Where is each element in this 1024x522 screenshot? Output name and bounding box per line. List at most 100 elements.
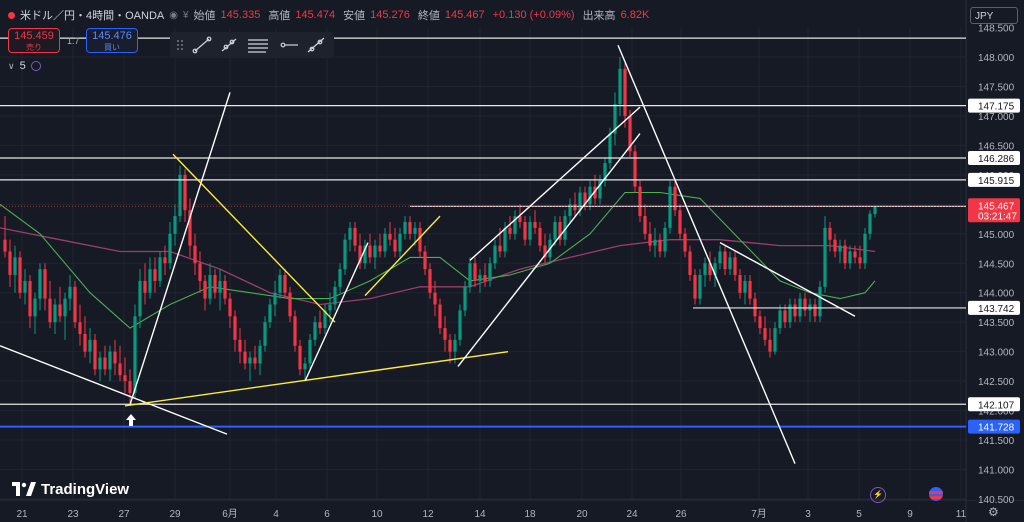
trend-line bbox=[172, 153, 336, 323]
candle bbox=[313, 316, 317, 346]
candle-body bbox=[873, 206, 877, 215]
flag-icon[interactable] bbox=[929, 487, 943, 501]
trend-line-tool-icon[interactable] bbox=[192, 36, 212, 54]
parallel-channel-tool-icon[interactable] bbox=[248, 39, 268, 53]
time-axis[interactable]: 21 23 27 29 6月 4 6 10 12 14 18 20 24 26 7月 3 5 9 11 bbox=[16, 508, 966, 520]
candle bbox=[678, 204, 682, 240]
gear-icon[interactable]: ⚙ bbox=[988, 505, 999, 519]
price-tick-label: 142.500 bbox=[978, 377, 1015, 388]
symbol-flag-icon bbox=[8, 11, 15, 19]
candle-body bbox=[313, 322, 317, 340]
price-label-text: 147.175 bbox=[978, 102, 1015, 113]
horizontal-ray-tool-icon[interactable] bbox=[280, 42, 298, 48]
indicator-circle-icon[interactable] bbox=[30, 61, 41, 71]
candle-body bbox=[303, 363, 307, 370]
candle bbox=[103, 345, 107, 376]
buy-button[interactable]: 145.476 買い bbox=[86, 28, 138, 53]
candle-body bbox=[103, 357, 107, 370]
symbol-name[interactable]: 米ドル／円・4時間・OANDA bbox=[20, 10, 165, 22]
tradingview-logo-icon bbox=[12, 482, 36, 496]
candle-body bbox=[433, 292, 437, 305]
price-label-badge bbox=[968, 151, 1020, 166]
open-label: 始値 bbox=[193, 10, 216, 22]
candle-body bbox=[528, 222, 532, 240]
trend-line bbox=[364, 215, 441, 297]
candle bbox=[818, 280, 822, 323]
price-tick-label: 142.000 bbox=[978, 407, 1015, 418]
candle-body bbox=[423, 251, 427, 270]
close-label: 終値 bbox=[417, 10, 440, 22]
ray-tool-icon[interactable] bbox=[221, 38, 237, 52]
time-tick-label: 7月 bbox=[751, 508, 767, 520]
candle bbox=[253, 345, 257, 370]
candle bbox=[873, 205, 877, 218]
candle-body bbox=[448, 339, 452, 352]
candle bbox=[233, 310, 237, 352]
candle bbox=[563, 210, 567, 246]
currency-selector[interactable]: JPY bbox=[970, 7, 1018, 24]
candle bbox=[538, 222, 542, 252]
price-tick-label: 147.000 bbox=[978, 112, 1015, 123]
drag-handle-icon[interactable] bbox=[177, 40, 183, 50]
currency-icon: ¥ bbox=[182, 9, 189, 21]
candle-body bbox=[363, 245, 367, 264]
candle bbox=[188, 198, 192, 258]
trend-line bbox=[129, 92, 231, 405]
candle bbox=[618, 57, 622, 116]
trend-line bbox=[0, 345, 228, 435]
candle bbox=[378, 233, 382, 258]
time-tick-label: 12 bbox=[422, 509, 434, 520]
chevron-down-icon[interactable]: ∨ bbox=[8, 60, 15, 71]
candle bbox=[133, 304, 137, 399]
countdown-text: 03:21:47 bbox=[978, 211, 1017, 222]
price-label-text: 143.742 bbox=[978, 304, 1015, 315]
candle bbox=[823, 216, 827, 293]
candle bbox=[508, 216, 512, 240]
candle-body bbox=[668, 186, 672, 228]
candle bbox=[158, 251, 162, 287]
candle bbox=[178, 166, 182, 223]
candle-body bbox=[278, 275, 282, 293]
candle-body bbox=[633, 151, 637, 187]
candle bbox=[363, 239, 367, 270]
current-price-badge bbox=[968, 198, 1020, 223]
candle bbox=[403, 216, 407, 240]
close-value: 145.467 bbox=[444, 9, 485, 21]
candle-body bbox=[488, 263, 492, 281]
candle bbox=[813, 298, 817, 323]
candle-body bbox=[673, 186, 677, 211]
sell-button[interactable]: 145.459 売り bbox=[8, 28, 60, 53]
candle-body bbox=[88, 339, 92, 352]
time-tick-label: 27 bbox=[118, 509, 130, 520]
high-value: 145.474 bbox=[295, 9, 336, 21]
candle bbox=[68, 275, 72, 311]
eye-icon[interactable]: ◉ bbox=[169, 9, 178, 21]
candle-body bbox=[783, 310, 787, 323]
buy-price: 145.476 bbox=[92, 30, 132, 42]
price-axis[interactable]: 140.500 141.000 141.500 142.000 142.500 143.0… bbox=[967, 0, 1024, 506]
candle bbox=[318, 310, 322, 334]
candle bbox=[268, 298, 272, 329]
candle-body bbox=[558, 222, 562, 240]
candle-body bbox=[38, 269, 42, 299]
volume-value: 6.82K bbox=[620, 9, 650, 21]
candle-body bbox=[683, 233, 687, 252]
candle-body bbox=[43, 269, 47, 299]
candle bbox=[93, 333, 97, 376]
candle bbox=[468, 257, 472, 293]
candle-body bbox=[258, 345, 262, 364]
candle-body bbox=[508, 227, 512, 234]
candle bbox=[283, 269, 287, 299]
candle-body bbox=[463, 286, 467, 311]
indicator-toggle[interactable]: ∨ 5 bbox=[8, 59, 41, 73]
candle-body bbox=[678, 210, 682, 234]
candle bbox=[543, 233, 547, 264]
extended-line-tool-icon[interactable] bbox=[307, 37, 325, 53]
candle bbox=[728, 251, 732, 276]
lightning-icon[interactable]: ⚡ bbox=[870, 487, 886, 503]
candle bbox=[23, 269, 27, 305]
candle-body bbox=[743, 280, 747, 293]
candle bbox=[208, 263, 212, 305]
drawing-toolbar bbox=[170, 32, 334, 58]
